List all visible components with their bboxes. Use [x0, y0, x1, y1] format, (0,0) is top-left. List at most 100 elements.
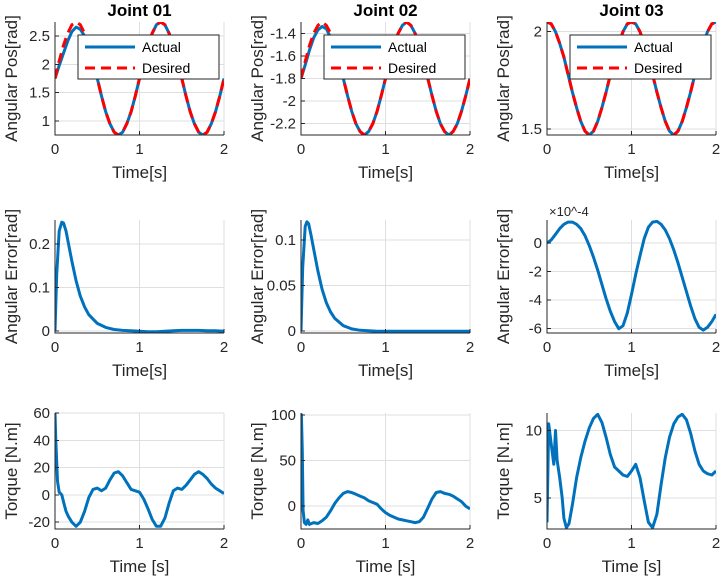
- y-tick-label: -4: [529, 292, 542, 309]
- y-axis-label: Torque [N.m]: [248, 422, 267, 519]
- x-axis-label: Time[s]: [358, 163, 413, 182]
- legend-entry-label: Desired: [388, 60, 436, 76]
- legend-entry-label: Actual: [388, 39, 427, 55]
- x-tick-label: 0: [297, 141, 305, 158]
- y-tick-label: 0: [42, 487, 50, 504]
- x-tick-label: 0: [51, 535, 59, 552]
- plot-area: [547, 220, 716, 332]
- x-tick-label: 0: [297, 339, 305, 356]
- y-tick-label: -1.4: [270, 25, 296, 42]
- y-multiplier-label: ×10^-4: [549, 204, 589, 219]
- x-tick-label: 1: [627, 141, 635, 158]
- y-axis-label: Torque [N.m]: [494, 422, 513, 519]
- x-tick-label: 1: [135, 339, 143, 356]
- subplot-title: Joint 03: [599, 1, 663, 20]
- subplot-err3: 0 1 2 -6 -4 -2 0 ×10^-4 Time[s] Angular Error[rad…: [494, 204, 720, 380]
- data-series-line: [55, 220, 224, 333]
- y-tick-label: -6: [529, 321, 542, 338]
- y-axis-label: Angular Pos[rad]: [494, 15, 513, 142]
- legend-entry-label: Desired: [142, 60, 190, 76]
- x-tick-label: 1: [135, 535, 143, 552]
- x-tick-label: 0: [543, 141, 551, 158]
- data-series-line: [301, 220, 470, 333]
- legend: Actual Desired: [569, 34, 712, 80]
- y-axis-label: Angular Pos[rad]: [2, 15, 21, 142]
- x-tick-label: 2: [712, 141, 720, 158]
- legend-entry-label: Actual: [634, 39, 673, 55]
- x-tick-label: 2: [220, 339, 228, 356]
- x-tick-label: 0: [543, 535, 551, 552]
- x-tick-label: 1: [381, 141, 389, 158]
- plot-area: [301, 220, 470, 333]
- legend: Actual Desired: [77, 34, 220, 80]
- y-tick-label: 1: [42, 113, 50, 130]
- legend-entry-label: Desired: [634, 60, 682, 76]
- y-tick-label: -2: [283, 93, 296, 110]
- desired-series-line: [547, 22, 716, 135]
- y-tick-label: -1.6: [270, 48, 296, 65]
- y-axis-label: Angular Error[rad]: [2, 209, 21, 344]
- x-tick-label: 2: [712, 535, 720, 552]
- x-tick-label: 2: [712, 339, 720, 356]
- y-axis-label: Angular Error[rad]: [494, 209, 513, 344]
- y-axis-label: Angular Pos[rad]: [248, 15, 267, 142]
- subplot-title: Joint 01: [107, 1, 171, 20]
- subplot-err1: 0 1 2 0 0.1 0.2 Time[s] Angular Error[rad]: [2, 209, 228, 380]
- y-tick-label: 0.05: [267, 278, 296, 295]
- plot-area: [301, 413, 470, 526]
- y-tick-label: 2: [534, 24, 542, 41]
- y-tick-label: 0.1: [29, 279, 50, 296]
- plot-area: [55, 413, 224, 528]
- x-tick-label: 0: [51, 339, 59, 356]
- y-tick-label: 0.1: [275, 232, 296, 249]
- x-tick-label: 1: [627, 535, 635, 552]
- y-tick-label: 0: [534, 235, 542, 252]
- subplot-tq2: 0 1 2 0 50 100 Time [s] Torque [N.m]: [248, 407, 474, 576]
- legend: Actual Desired: [323, 34, 466, 80]
- y-tick-label: 2.5: [29, 28, 50, 45]
- x-tick-label: 1: [381, 535, 389, 552]
- x-tick-label: 0: [297, 535, 305, 552]
- y-tick-label: -2: [529, 263, 542, 280]
- x-axis-label: Time[s]: [112, 361, 167, 380]
- legend-box: [569, 34, 712, 80]
- data-series-line: [547, 413, 716, 529]
- subplot-err2: 0 1 2 0 0.05 0.1 Time[s] Angular Error[rad]: [248, 209, 474, 380]
- y-tick-label: 100: [271, 407, 296, 424]
- y-axis-label: Torque [N.m]: [2, 422, 21, 519]
- x-tick-label: 2: [466, 141, 474, 158]
- x-axis-label: Time [s]: [356, 557, 416, 576]
- subplot-tq3: 0 1 2 5 10 Time [s] Torque [N.m]: [494, 413, 720, 576]
- subplot-pos2: 0 1 2 -2.2 -2 -1.8 -1.6 -1.4 Time[s] Angular Pos[…: [248, 1, 474, 182]
- y-tick-label: 50: [279, 452, 296, 469]
- x-axis-label: Time[s]: [358, 361, 413, 380]
- data-series-line: [301, 413, 470, 526]
- x-tick-label: 1: [381, 339, 389, 356]
- y-tick-label: 40: [33, 432, 50, 449]
- y-tick-label: -20: [28, 514, 50, 531]
- y-tick-label: 0: [42, 323, 50, 340]
- y-tick-label: 20: [33, 460, 50, 477]
- data-series-line: [55, 413, 224, 528]
- y-tick-label: 0: [288, 323, 296, 340]
- x-tick-label: 0: [543, 339, 551, 356]
- x-axis-label: Time[s]: [112, 163, 167, 182]
- x-tick-label: 2: [220, 535, 228, 552]
- x-tick-label: 2: [466, 339, 474, 356]
- subplot-pos3: 0 1 2 1.5 2 Time[s] Angular Pos[rad] Joint 03 Ac…: [494, 1, 720, 182]
- y-tick-label: -2.2: [270, 116, 296, 133]
- x-axis-label: Time [s]: [602, 557, 662, 576]
- legend-box: [323, 34, 466, 80]
- x-tick-label: 0: [51, 141, 59, 158]
- x-tick-label: 1: [627, 339, 635, 356]
- x-tick-label: 1: [135, 141, 143, 158]
- x-tick-label: 2: [466, 535, 474, 552]
- y-axis-label: Angular Error[rad]: [248, 209, 267, 344]
- plot-area: [547, 22, 716, 135]
- legend-entry-label: Actual: [142, 39, 181, 55]
- y-tick-label: 60: [33, 405, 50, 422]
- y-tick-label: 0: [288, 498, 296, 515]
- y-tick-label: 2: [42, 56, 50, 73]
